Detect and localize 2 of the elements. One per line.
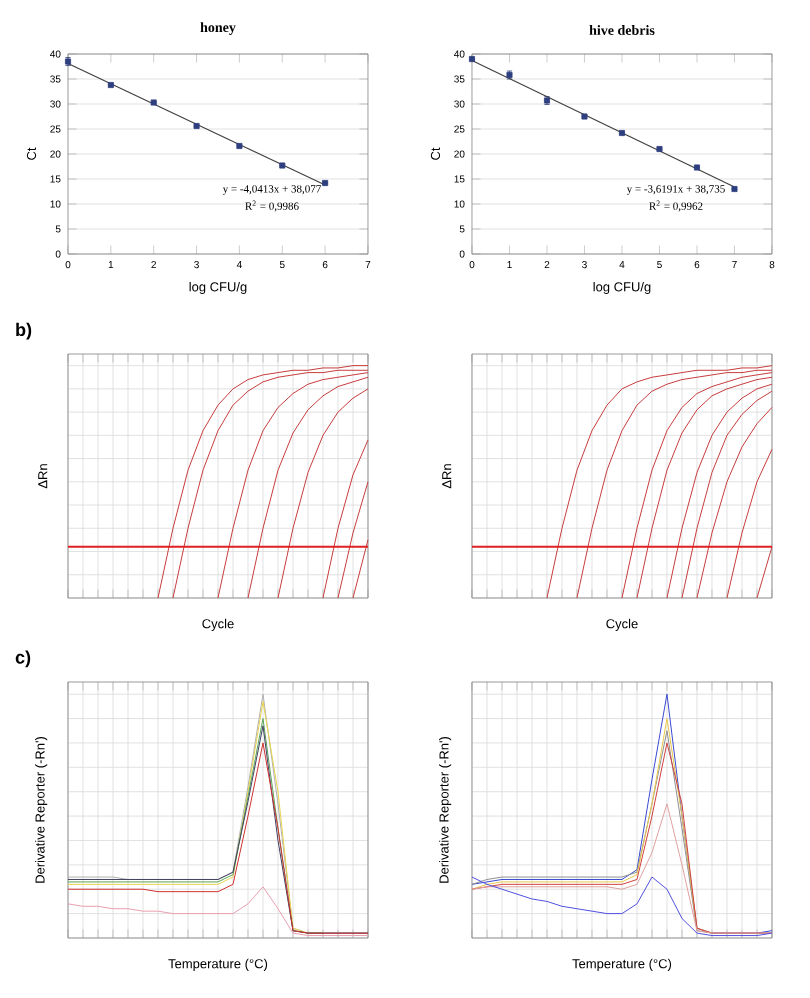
- text: b): [16, 322, 32, 340]
- text: c): [15, 650, 31, 668]
